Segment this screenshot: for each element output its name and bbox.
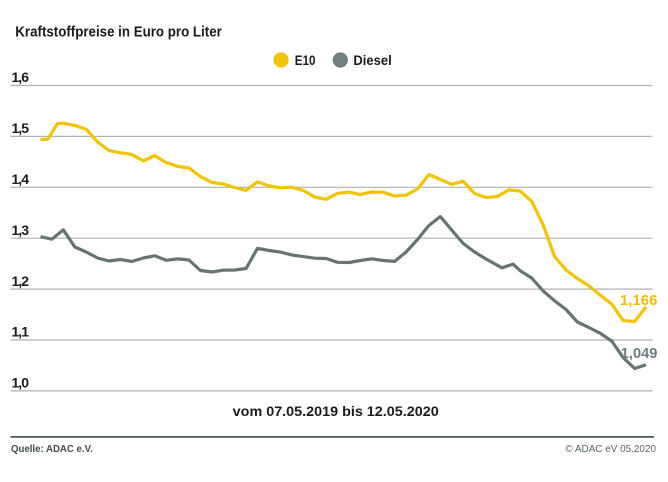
svg-text:1,5: 1,5 (12, 120, 30, 136)
svg-text:1,3: 1,3 (12, 222, 30, 238)
svg-text:1,6: 1,6 (12, 69, 30, 85)
svg-text:Quelle: ADAC e.V.: Quelle: ADAC e.V. (11, 443, 93, 455)
svg-text:Kraftstoffpreise in Euro pro L: Kraftstoffpreise in Euro pro Liter (15, 25, 222, 41)
svg-text:E10: E10 (295, 52, 316, 68)
svg-text:1,166: 1,166 (620, 292, 657, 309)
svg-text:vom 07.05.2019 bis 12.05.2020: vom 07.05.2019 bis 12.05.2020 (233, 403, 439, 419)
svg-text:1,049: 1,049 (621, 345, 658, 362)
svg-text:Diesel: Diesel (353, 52, 391, 68)
svg-text:1,4: 1,4 (12, 171, 30, 187)
svg-text:© ADAC eV 05.2020: © ADAC eV 05.2020 (565, 443, 656, 455)
svg-text:1,2: 1,2 (12, 273, 30, 289)
svg-text:1,0: 1,0 (12, 375, 30, 391)
svg-text:1,1: 1,1 (12, 324, 30, 340)
